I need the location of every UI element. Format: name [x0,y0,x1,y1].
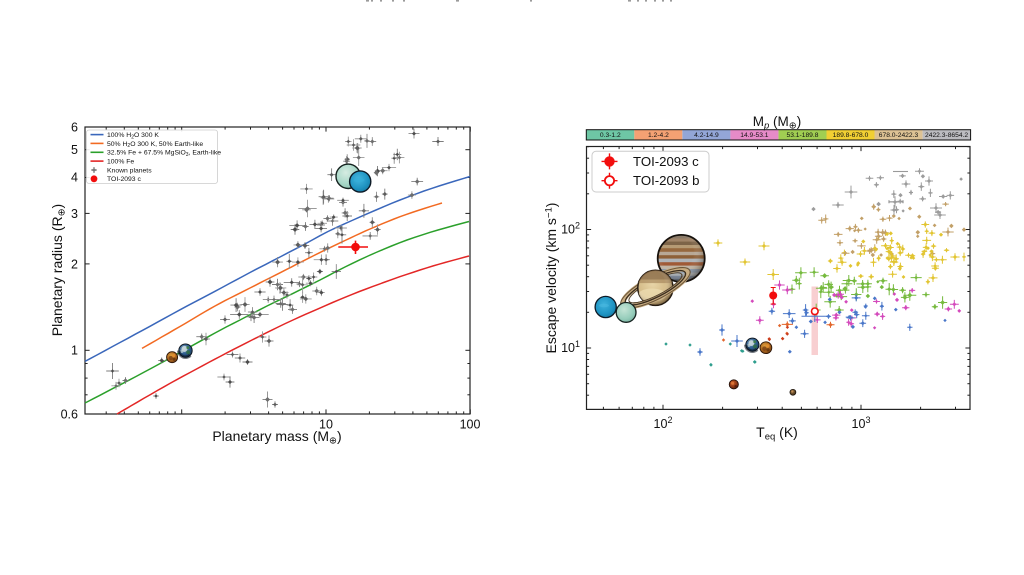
svg-text:100: 100 [460,418,481,432]
svg-text:2422.3-8654.2: 2422.3-8654.2 [925,132,968,139]
svg-text:53.1-189.8: 53.1-189.8 [787,132,819,139]
svg-text:100% Fe: 100% Fe [107,159,134,166]
svg-text:Planetary radius (R⊕): Planetary radius (R⊕) [49,204,68,336]
svg-text:4.2-14.9: 4.2-14.9 [694,132,719,139]
svg-text:Known planets: Known planets [107,167,152,174]
svg-text:678.0-2422.3: 678.0-2422.3 [879,132,919,139]
svg-text:6: 6 [71,120,78,134]
svg-text:3: 3 [71,207,78,221]
svg-text:2: 2 [71,257,78,271]
svg-text:Planetary mass (M⊕): Planetary mass (M⊕) [212,428,341,447]
svg-text:Teq (K): Teq (K) [756,424,798,443]
svg-text:TOI-2093 b: TOI-2093 b [633,173,699,188]
svg-text:0.3-1.2: 0.3-1.2 [600,132,621,139]
svg-text:4: 4 [71,171,78,185]
svg-text:50% H2O 300 K, 50% Earth-like: 50% H2O 300 K, 50% Earth-like [107,141,203,149]
svg-text:5: 5 [71,143,78,157]
svg-text:189.8-678.0: 189.8-678.0 [833,132,869,139]
svg-text:14.9-53.1: 14.9-53.1 [740,132,769,139]
svg-text:100% H2O 300 K: 100% H2O 300 K [107,132,159,140]
svg-text:TOI-2093 c: TOI-2093 c [107,176,141,183]
svg-text:1.2-4.2: 1.2-4.2 [648,132,669,139]
svg-text:32.5% Fe + 67.5% MgSiO3, Earth: 32.5% Fe + 67.5% MgSiO3, Earth-like [107,150,221,158]
svg-text:10: 10 [319,418,333,432]
svg-text:0.6: 0.6 [61,407,78,421]
svg-text:TOI-2093 c: TOI-2093 c [633,154,699,169]
svg-text:1: 1 [71,344,78,358]
svg-text:Escape velocity (km s−1): Escape velocity (km s−1) [543,203,559,354]
